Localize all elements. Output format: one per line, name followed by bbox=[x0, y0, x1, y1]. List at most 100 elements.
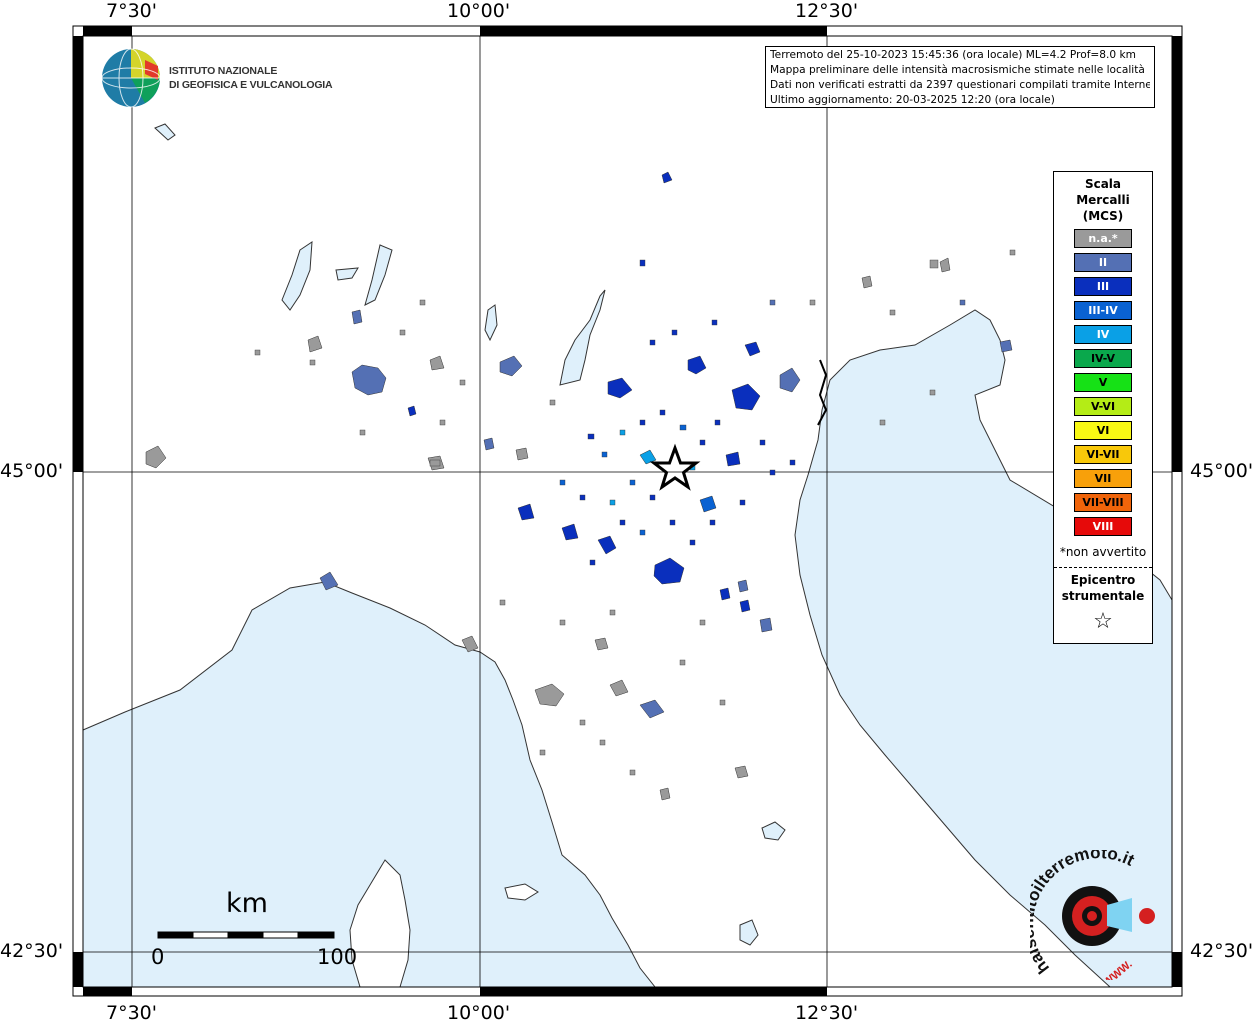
locality-torino bbox=[145, 445, 167, 469]
locality-novara bbox=[307, 335, 323, 353]
ingv-name-line2: DI GEOFISICA E VULCANOLOGIA bbox=[169, 79, 333, 91]
lake-alps-1 bbox=[154, 123, 176, 141]
locality-rimini bbox=[759, 617, 773, 633]
locality-prato bbox=[609, 679, 629, 697]
elba bbox=[504, 883, 539, 901]
legend-item-6: V bbox=[1074, 373, 1132, 392]
legend-item-4: IV bbox=[1074, 325, 1132, 344]
watermark-text: haisentitoilterremoto.it bbox=[1030, 850, 1138, 977]
legend-title-line1: Scala bbox=[1084, 177, 1122, 191]
legend-separator bbox=[1054, 567, 1152, 568]
locality-udine bbox=[999, 339, 1013, 353]
ingv-name: ISTITUTO NAZIONALE DI GEOFISICA E VULCAN… bbox=[169, 64, 333, 92]
locality-firenze bbox=[639, 699, 665, 719]
locality-lspezia bbox=[461, 635, 479, 653]
intensity-legend: Scala Mercalli (MCS) n.a.* II III III-IV IV I… bbox=[1053, 171, 1153, 644]
ingv-name-line1: ISTITUTO NAZIONALE bbox=[169, 65, 278, 77]
lon-label-bottom-1: 7°30' bbox=[106, 1002, 157, 1024]
locality-pordenone bbox=[939, 257, 951, 273]
locality-rovigo bbox=[725, 451, 741, 467]
lake-bolsena bbox=[739, 919, 759, 946]
lat-label-right-1: 45°00' bbox=[1190, 460, 1254, 482]
legend-item-9: VI-VII bbox=[1074, 445, 1132, 464]
locality-bergamo bbox=[429, 355, 445, 371]
legend-title-line2: Mercalli bbox=[1076, 193, 1130, 207]
lon-label-bottom-3: 12°30' bbox=[795, 1002, 859, 1024]
lat-label-left-1: 45°00' bbox=[0, 460, 64, 482]
legend-item-2: III bbox=[1074, 277, 1132, 296]
locality-modena bbox=[597, 535, 617, 555]
locality-arezzo bbox=[734, 765, 749, 779]
legend-item-0: n.a.* bbox=[1074, 229, 1132, 248]
lake-como bbox=[364, 244, 393, 306]
epicenter-star bbox=[649, 443, 701, 491]
locality-lodi bbox=[407, 405, 417, 417]
lon-label-top-3: 12°30' bbox=[795, 0, 859, 22]
locality-piacenza bbox=[483, 437, 495, 451]
locality-padova bbox=[731, 383, 761, 411]
legend-item-5: IV-V bbox=[1074, 349, 1132, 368]
map-description: Mappa preliminare delle intensità macros… bbox=[770, 64, 1145, 76]
locality-cremona bbox=[515, 447, 529, 461]
legend-epicenter-label: Epicentro strumentale bbox=[1054, 572, 1152, 604]
lon-label-top-2: 10°00' bbox=[447, 0, 511, 22]
scale-end: 100 bbox=[317, 945, 358, 969]
lon-label-bottom-2: 10°00' bbox=[447, 1002, 511, 1024]
locality-forli bbox=[719, 587, 731, 601]
ingv-globe-logo bbox=[101, 48, 161, 108]
lake-trasimeno bbox=[761, 821, 786, 841]
legend-item-7: V-VI bbox=[1074, 397, 1132, 416]
locality-verona bbox=[607, 377, 633, 399]
locality-belluno bbox=[861, 275, 873, 289]
locality-pisa bbox=[534, 683, 565, 707]
locality-como bbox=[351, 309, 363, 325]
legend-note: *non avvertito bbox=[1059, 545, 1147, 559]
legend-item-12: VIII bbox=[1074, 517, 1132, 536]
lake-garda bbox=[559, 289, 606, 386]
locality-treviso bbox=[744, 341, 761, 357]
watermark-url: WWW. bbox=[1101, 958, 1134, 980]
legend-epicenter-line2: strumentale bbox=[1061, 589, 1145, 603]
locality-ferrara bbox=[699, 495, 717, 513]
locality-parma bbox=[517, 503, 535, 521]
scale-start: 0 bbox=[151, 945, 165, 969]
legend-item-11: VII-VIII bbox=[1074, 493, 1132, 512]
locality-trento bbox=[661, 171, 673, 184]
intensity-localities bbox=[145, 171, 1013, 801]
locality-venezia bbox=[779, 367, 801, 393]
last-update: Ultimo aggiornamento: 20-03-2025 12:20 (… bbox=[770, 94, 1055, 106]
legend-item-1: II bbox=[1074, 253, 1132, 272]
scale-unit: km bbox=[226, 888, 268, 919]
event-title: Terremoto del 25-10-2023 15:45:36 (ora l… bbox=[770, 49, 1136, 61]
legend-item-10: VII bbox=[1074, 469, 1132, 488]
locality-cesena bbox=[737, 579, 749, 593]
locality-bologna bbox=[653, 557, 685, 585]
lon-label-top-1: 7°30' bbox=[106, 0, 157, 22]
legend-title-line3: (MCS) bbox=[1082, 209, 1124, 223]
legend-item-8: VI bbox=[1074, 421, 1132, 440]
lake-maggiore bbox=[281, 241, 313, 311]
locality-mantova bbox=[639, 449, 657, 465]
legend-epicenter-line1: Epicentro bbox=[1070, 573, 1136, 587]
locality-milano bbox=[351, 364, 387, 396]
venice-lagoon bbox=[817, 359, 828, 426]
locality-reggio bbox=[561, 523, 579, 541]
locality-ravenna bbox=[739, 599, 751, 613]
lat-label-left-2: 42°30' bbox=[0, 940, 64, 962]
locality-siena bbox=[659, 787, 671, 801]
lat-label-right-2: 42°30' bbox=[1190, 940, 1254, 962]
tyrrhenian-sea bbox=[82, 581, 657, 988]
lake-alps-2 bbox=[335, 267, 359, 281]
legend-title: Scala Mercalli (MCS) bbox=[1054, 176, 1152, 224]
adriatic-sea bbox=[794, 309, 1173, 988]
lake-iseo bbox=[484, 304, 498, 342]
svg-text:haisentitoilterremoto.it: haisentitoilterremoto.it bbox=[1030, 850, 1138, 977]
locality-vicenza bbox=[687, 355, 707, 375]
data-source-note: Dati non verificati estratti da 2397 que… bbox=[770, 79, 1150, 91]
watermark: haisentitoilterremoto.it WWW. bbox=[1030, 850, 1138, 980]
locality-lucca bbox=[594, 637, 609, 651]
locality-genova bbox=[319, 571, 339, 591]
graticule bbox=[83, 36, 1172, 987]
legend-item-3: III-IV bbox=[1074, 301, 1132, 320]
